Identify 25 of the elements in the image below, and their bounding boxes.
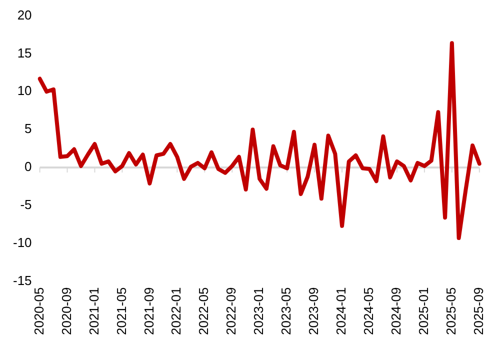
x-tick-label: 2025-01 — [416, 287, 432, 336]
y-tick-label: -10 — [12, 234, 32, 250]
y-tick-label: 0 — [24, 159, 32, 174]
y-tick-label: -5 — [20, 197, 32, 212]
x-tick-label: 2022-01 — [168, 287, 184, 336]
y-tick-label: -15 — [12, 272, 32, 288]
x-tick-label: 2022-09 — [224, 287, 239, 336]
x-tick-label: 2024-01 — [334, 287, 349, 336]
y-tick-label: 20 — [17, 7, 32, 22]
x-tick-label: 2020-05 — [31, 287, 46, 336]
x-tick-label: 2023-05 — [278, 287, 294, 336]
x-tick-label: 2022-05 — [196, 287, 212, 336]
y-tick-label: 10 — [17, 83, 32, 98]
x-tick-label: 2025-05 — [444, 287, 458, 336]
x-tick-label: 2024-09 — [388, 287, 404, 336]
x-tick-label: 2021-05 — [114, 287, 129, 336]
x-tick-label: 2023-09 — [306, 287, 322, 336]
x-tick-label: 2020-09 — [58, 287, 74, 336]
x-tick-label: 2024-05 — [361, 287, 376, 336]
x-tick-label: 2023-01 — [251, 287, 266, 336]
x-tick-label: 2021-01 — [86, 287, 102, 336]
y-tick-label: 5 — [24, 121, 32, 136]
x-tick-label: 2025-09 — [470, 287, 486, 336]
y-tick-label: 15 — [17, 45, 32, 60]
x-tick-label: 2021-09 — [141, 287, 156, 336]
